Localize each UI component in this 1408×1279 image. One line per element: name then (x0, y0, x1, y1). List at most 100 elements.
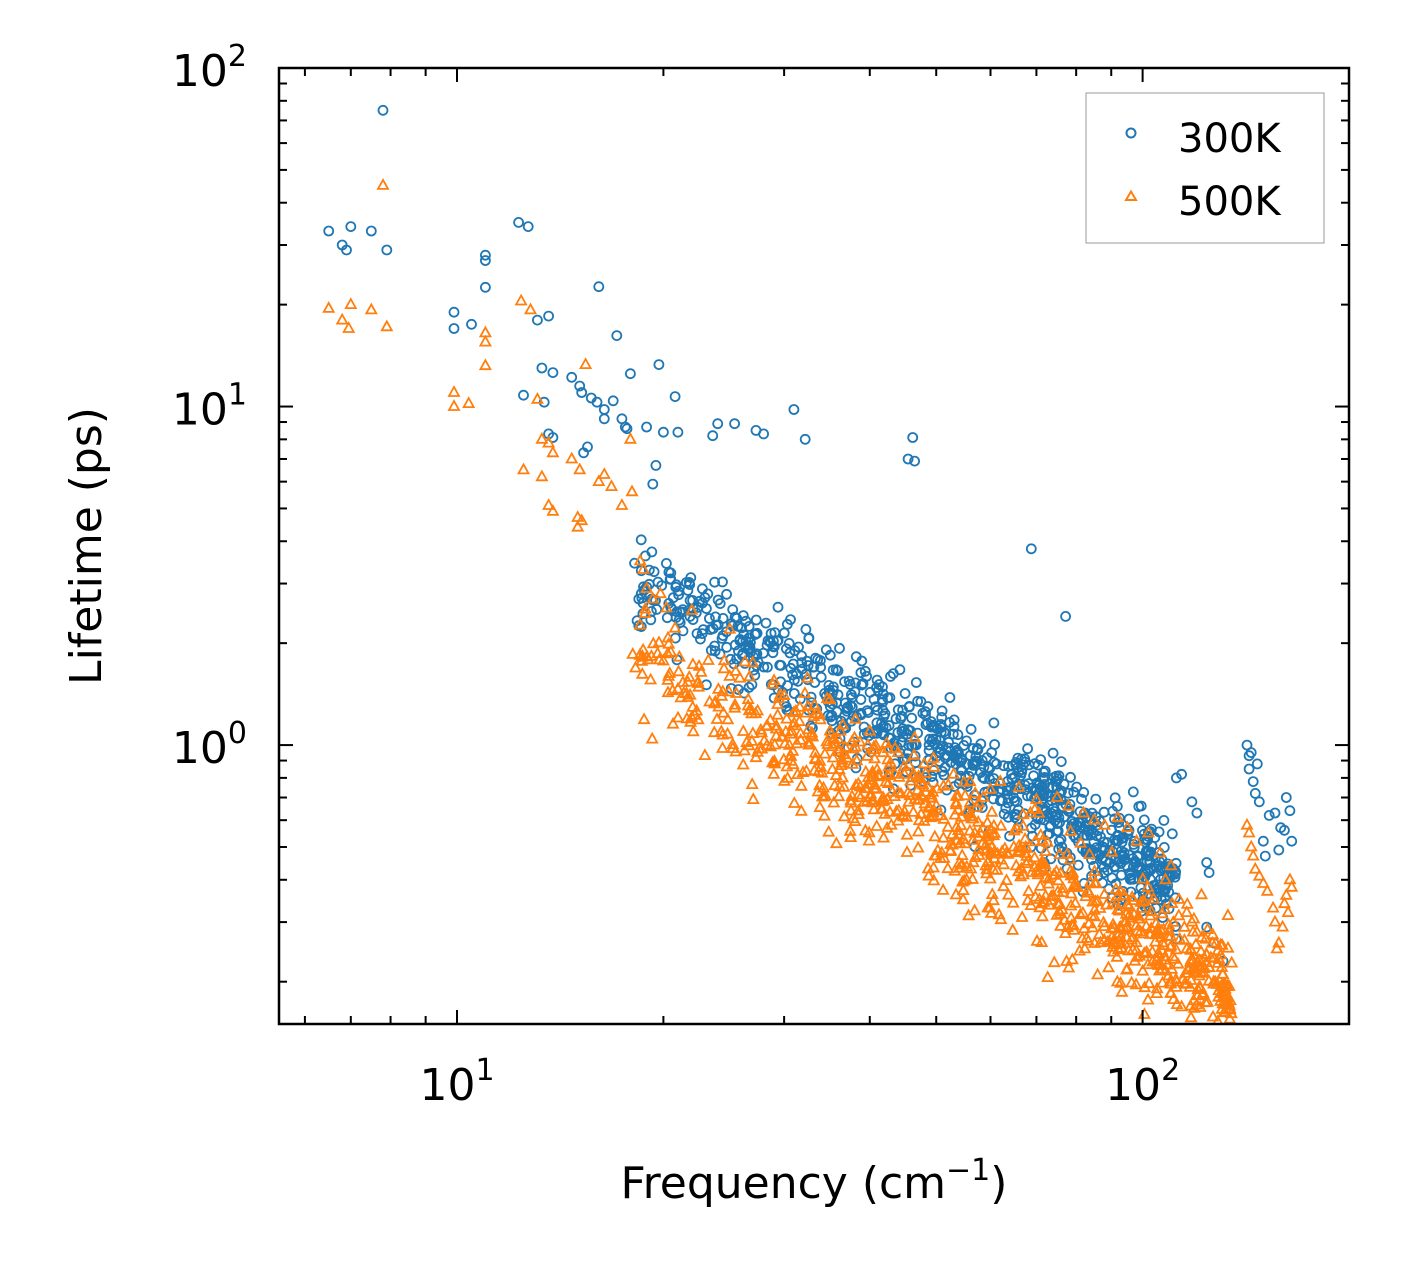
point-500k (769, 728, 783, 741)
point-500k (721, 712, 735, 725)
point-300k (543, 310, 554, 322)
point-500k (851, 776, 865, 789)
y-tick-label: 102 (172, 39, 247, 97)
point-300k (593, 281, 605, 293)
point-500k (925, 790, 939, 803)
point-500k (958, 788, 972, 801)
point-500k (726, 741, 740, 753)
point-500k (635, 666, 649, 679)
point-500k (1054, 866, 1068, 878)
point-500k (636, 642, 650, 655)
point-500k (741, 698, 755, 711)
point-500k (342, 321, 356, 333)
point-500k (1087, 902, 1102, 915)
point-500k (1000, 845, 1014, 858)
point-300k (775, 660, 787, 671)
point-500k (985, 840, 999, 852)
point-500k (931, 843, 945, 855)
point-300k (697, 597, 708, 609)
point-300k (751, 627, 763, 639)
point-300k (697, 624, 709, 635)
point-500k (840, 750, 854, 763)
point-500k (679, 686, 694, 698)
point-300k (820, 644, 832, 656)
point-500k (1009, 858, 1023, 871)
point-500k (807, 697, 821, 710)
point-300k (1110, 878, 1122, 890)
legend-label-500k: 500K (1178, 179, 1282, 225)
point-500k (742, 703, 756, 716)
point-500k (523, 302, 538, 315)
point-300k (1116, 869, 1127, 881)
point-500k (963, 774, 977, 786)
point-300k (899, 725, 910, 737)
point-300k (341, 244, 352, 256)
point-500k (851, 787, 865, 800)
point-500k (848, 711, 863, 724)
point-300k (785, 662, 797, 674)
point-500k (1141, 825, 1156, 838)
point-500k (807, 763, 821, 776)
point-500k (952, 855, 966, 868)
point-300k (1253, 796, 1265, 808)
point-300k (978, 761, 990, 773)
point-500k (792, 714, 806, 727)
point-300k (782, 680, 793, 691)
point-500k (447, 399, 461, 411)
point-300k (1043, 782, 1055, 794)
point-300k (661, 558, 672, 569)
point-500k (936, 883, 950, 895)
point-300k (709, 645, 721, 657)
point-500k (1052, 904, 1066, 916)
point-300k (1273, 844, 1285, 856)
point-500k (1048, 867, 1062, 880)
point-500k (793, 699, 807, 712)
point-500k (822, 824, 836, 837)
x-tick-label: 102 (1105, 1053, 1180, 1111)
point-500k (1134, 901, 1149, 913)
point-500k (1221, 908, 1235, 920)
point-500k (965, 811, 979, 824)
point-500k (1020, 849, 1034, 861)
point-500k (790, 736, 804, 749)
point-500k (900, 845, 914, 857)
point-300k (536, 362, 548, 374)
point-500k (979, 866, 994, 879)
point-500k (892, 770, 906, 782)
y-tick-label: 101 (172, 378, 247, 436)
point-500k (1074, 835, 1088, 848)
point-500k (1143, 908, 1157, 921)
point-500k (802, 735, 816, 747)
point-500k (1023, 805, 1037, 818)
point-500k (911, 840, 925, 853)
point-500k (1028, 889, 1042, 902)
point-500k (742, 669, 757, 682)
point-500k (633, 553, 647, 566)
point-300k (965, 723, 977, 735)
point-500k (837, 809, 851, 822)
point-300k (845, 700, 856, 711)
point-500k (1200, 947, 1214, 960)
point-300k (750, 614, 762, 626)
point-500k (682, 669, 696, 682)
point-500k (729, 744, 743, 757)
point-500k (794, 803, 808, 816)
point-500k (1276, 919, 1290, 932)
point-300k (1269, 807, 1281, 819)
point-500k (1188, 960, 1202, 973)
point-300k (683, 577, 695, 588)
point-500k (843, 823, 857, 836)
point-300k (658, 426, 669, 438)
point-500k (1084, 908, 1099, 921)
point-500k (686, 724, 700, 737)
point-500k (746, 726, 760, 738)
point-500k (1141, 879, 1155, 892)
point-500k (1033, 879, 1047, 891)
point-500k (927, 759, 941, 772)
point-300k (929, 738, 941, 749)
point-300k (1142, 846, 1153, 858)
point-500k (707, 725, 721, 738)
point-500k (780, 711, 794, 724)
data-points-layer (322, 104, 1299, 1024)
